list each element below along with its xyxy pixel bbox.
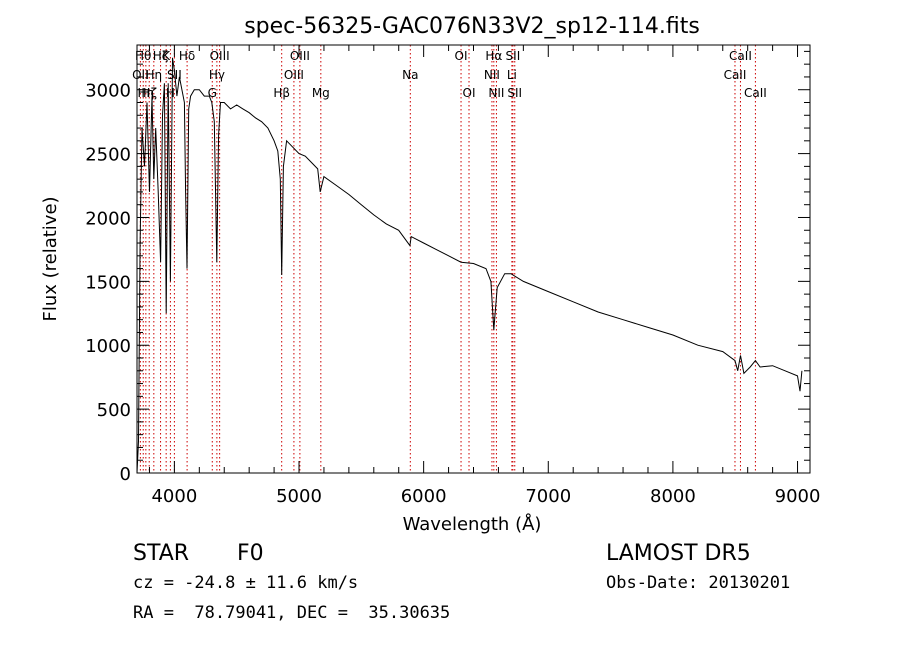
- marker-label: OI: [455, 49, 468, 63]
- spectrum-line: [136, 57, 803, 474]
- y-tick-label: 3000: [85, 81, 131, 102]
- marker-label: NII: [488, 86, 504, 100]
- marker-label: G: [208, 86, 217, 100]
- y-tick-label: 500: [97, 400, 131, 421]
- y-tick-label: 0: [120, 464, 131, 485]
- marker-label: Hη: [146, 68, 163, 82]
- marker-label: Mg: [312, 86, 330, 100]
- y-tick-label: 1500: [85, 272, 131, 293]
- marker-label: CaII: [729, 49, 752, 63]
- y-axis-label: Flux (relative): [40, 196, 61, 321]
- marker-label: OIII: [290, 49, 310, 63]
- chart-title: spec-56325-GAC076N33V2_sp12-114.fits: [244, 14, 700, 39]
- line-marker-labels: OIIHθHηHζHηHζKHSIIHδGHγOIIIHβOIIIOIIIMgN…: [132, 49, 767, 100]
- marker-label: Hζ: [141, 86, 157, 100]
- marker-label: Na: [402, 68, 418, 82]
- x-tick-label: 4000: [151, 486, 197, 507]
- marker-label: NII: [484, 68, 500, 82]
- marker-label: Hγ: [209, 68, 225, 82]
- plot-frame: [136, 44, 811, 474]
- y-axis: 0 500 1000 1500 2000 2500 3000: [85, 50, 810, 485]
- marker-label: Hβ: [273, 86, 290, 100]
- marker-label: SII: [507, 86, 522, 100]
- x-tick-label: 8000: [650, 486, 696, 507]
- obs-date: Obs-Date: 20130201: [606, 573, 791, 593]
- marker-label: Hα: [485, 49, 502, 63]
- x-tick-label: 6000: [401, 486, 447, 507]
- y-tick-label: 2500: [85, 145, 131, 166]
- marker-label: Li: [507, 68, 517, 82]
- marker-label: OII: [132, 68, 149, 82]
- marker-label: OIII: [284, 68, 304, 82]
- marker-label: H: [166, 86, 175, 100]
- marker-label: Hδ: [179, 49, 195, 63]
- survey-name: LAMOST DR5: [606, 541, 751, 566]
- marker-label: K: [162, 49, 171, 63]
- line-markers: [139, 45, 756, 473]
- y-tick-label: 2000: [85, 208, 131, 229]
- object-class: STAR: [133, 541, 190, 566]
- marker-label: OI: [463, 86, 476, 100]
- x-axis-label: Wavelength (Å): [403, 513, 542, 535]
- marker-label: CaII: [744, 86, 767, 100]
- x-tick-label: 5000: [276, 486, 322, 507]
- x-tick-label: 7000: [525, 486, 571, 507]
- marker-label: OIII: [210, 49, 230, 63]
- object-subclass: F0: [237, 541, 264, 566]
- x-tick-label: 9000: [775, 486, 821, 507]
- marker-label: Hθ: [135, 49, 151, 63]
- marker-label: CaII: [724, 68, 747, 82]
- x-axis: 4000 5000 6000 7000 8000 9000: [148, 45, 821, 507]
- redshift-text: cz = -24.8 ± 11.6 km/s: [133, 573, 359, 593]
- y-tick-label: 1000: [85, 336, 131, 357]
- radec-text: RA = 78.79041, DEC = 35.30635: [133, 603, 451, 623]
- marker-label: Hζ: [153, 49, 169, 63]
- marker-label: SII: [506, 49, 521, 63]
